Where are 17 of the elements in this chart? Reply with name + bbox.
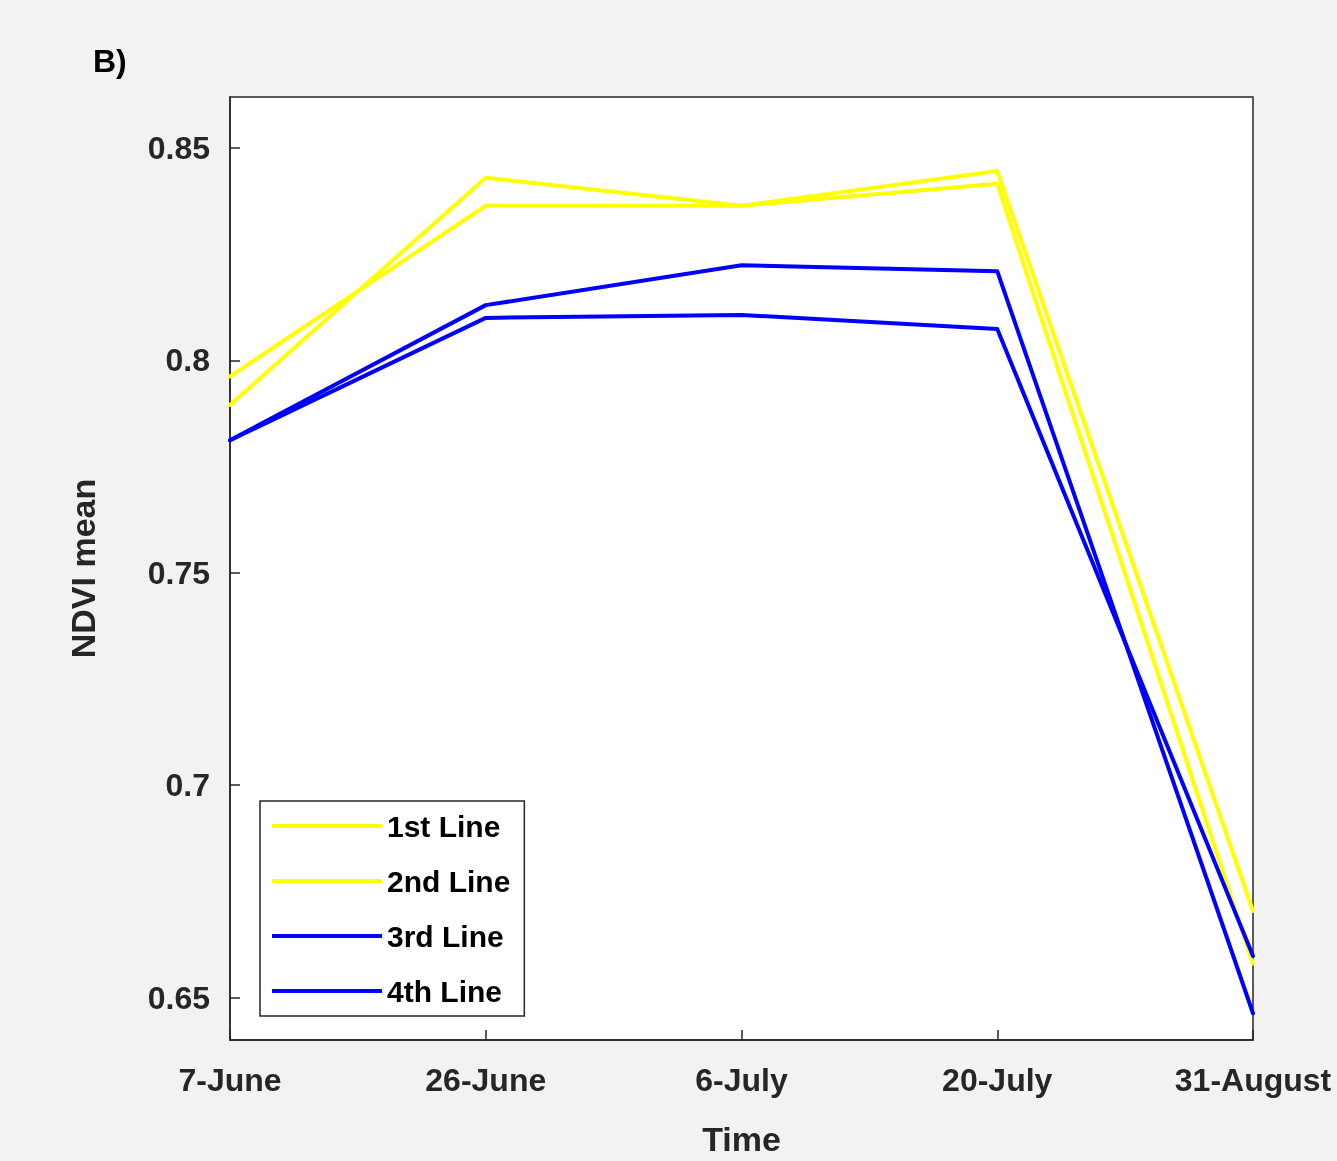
y-tick-label: 0.8: [165, 342, 210, 379]
y-tick-label: 0.75: [147, 554, 210, 591]
legend-label: 1st Line: [387, 809, 501, 843]
y-tick-label: 0.65: [147, 979, 210, 1016]
x-tick-label: 31-August: [1174, 1062, 1332, 1098]
x-tick-label: 26-June: [425, 1062, 547, 1098]
y-tick-label: 0.85: [147, 129, 210, 166]
y-axis-title: NDVI mean: [64, 478, 102, 659]
x-tick-label: 7-June: [178, 1062, 282, 1098]
chart-title: B): [93, 43, 127, 79]
legend-label: 2nd Line: [387, 864, 511, 898]
x-tick-label: 6-July: [695, 1062, 788, 1098]
legend-label: 4th Line: [387, 974, 503, 1008]
y-tick-label: 0.7: [165, 767, 210, 804]
x-axis-title: Time: [702, 1120, 781, 1158]
x-tick-label: 20-July: [942, 1062, 1053, 1098]
legend-label: 3rd Line: [387, 919, 504, 953]
